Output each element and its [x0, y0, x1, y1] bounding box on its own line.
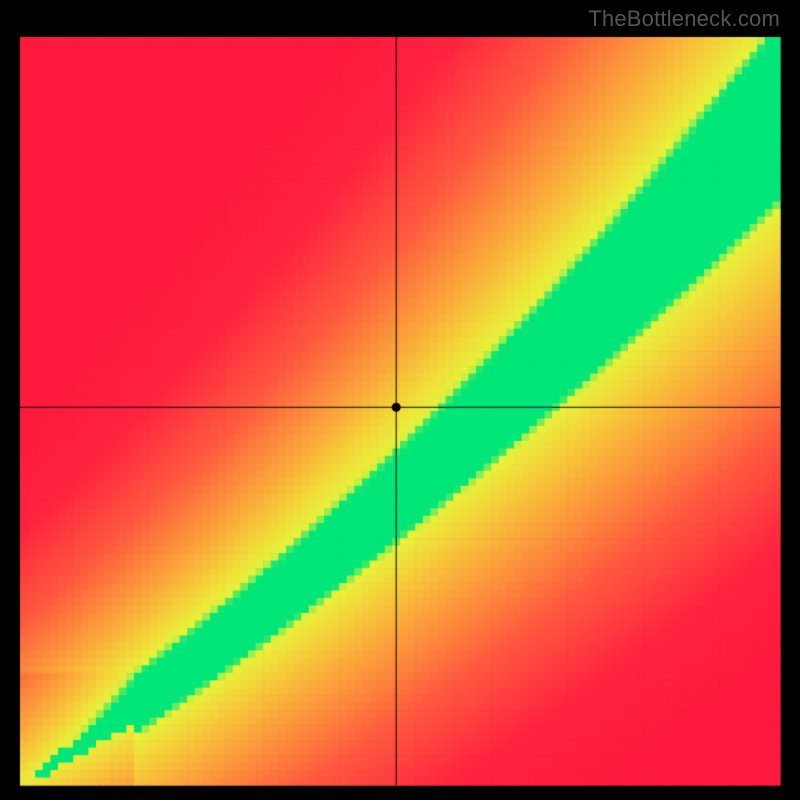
watermark-label: TheBottleneck.com [588, 6, 780, 32]
heatmap-canvas [0, 0, 800, 800]
chart-container: TheBottleneck.com [0, 0, 800, 800]
